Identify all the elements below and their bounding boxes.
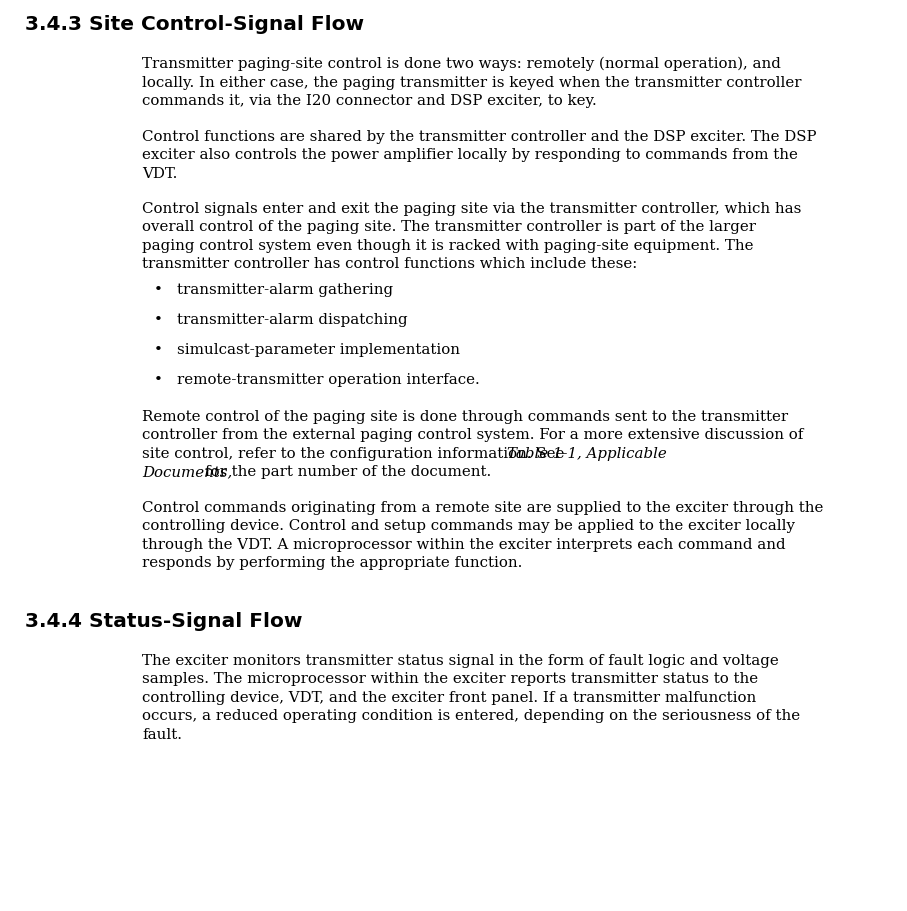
Text: locally. In either case, the paging transmitter is keyed when the transmitter co: locally. In either case, the paging tran…: [142, 76, 802, 89]
Text: controlling device. Control and setup commands may be applied to the exciter loc: controlling device. Control and setup co…: [142, 518, 795, 533]
Text: paging control system even though it is racked with paging-site equipment. The: paging control system even though it is …: [142, 239, 754, 252]
Text: 3.4.4 Status-Signal Flow: 3.4.4 Status-Signal Flow: [25, 611, 303, 630]
Text: Control functions are shared by the transmitter controller and the DSP exciter. : Control functions are shared by the tran…: [142, 129, 816, 143]
Text: Transmitter paging-site control is done two ways: remotely (normal operation), a: Transmitter paging-site control is done …: [142, 56, 781, 71]
Text: •: •: [154, 373, 163, 386]
Text: samples. The microprocessor within the exciter reports transmitter status to the: samples. The microprocessor within the e…: [142, 671, 758, 686]
Text: site control, refer to the configuration information. See: site control, refer to the configuration…: [142, 446, 569, 460]
Text: Control commands originating from a remote site are supplied to the exciter thro: Control commands originating from a remo…: [142, 500, 824, 514]
Text: •: •: [154, 312, 163, 326]
Text: controlling device, VDT, and the exciter front panel. If a transmitter malfuncti: controlling device, VDT, and the exciter…: [142, 691, 756, 704]
Text: responds by performing the appropriate function.: responds by performing the appropriate f…: [142, 556, 522, 569]
Text: overall control of the paging site. The transmitter controller is part of the la: overall control of the paging site. The …: [142, 220, 756, 234]
Text: for the part number of the document.: for the part number of the document.: [205, 465, 492, 478]
Text: occurs, a reduced operating condition is entered, depending on the seriousness o: occurs, a reduced operating condition is…: [142, 709, 800, 722]
Text: controller from the external paging control system. For a more extensive discuss: controller from the external paging cont…: [142, 427, 804, 442]
Text: transmitter-alarm gathering: transmitter-alarm gathering: [177, 282, 393, 296]
Text: transmitter-alarm dispatching: transmitter-alarm dispatching: [177, 312, 407, 326]
Text: The exciter monitors transmitter status signal in the form of fault logic and vo: The exciter monitors transmitter status …: [142, 653, 779, 667]
Text: Documents,: Documents,: [142, 465, 232, 478]
Text: exciter also controls the power amplifier locally by responding to commands from: exciter also controls the power amplifie…: [142, 148, 798, 162]
Text: simulcast-parameter implementation: simulcast-parameter implementation: [177, 343, 460, 356]
Text: Table 1-1, Applicable: Table 1-1, Applicable: [507, 446, 668, 460]
Text: Control signals enter and exit the paging site via the transmitter controller, w: Control signals enter and exit the pagin…: [142, 201, 802, 216]
Text: Remote control of the paging site is done through commands sent to the transmitt: Remote control of the paging site is don…: [142, 409, 788, 423]
Text: transmitter controller has control functions which include these:: transmitter controller has control funct…: [142, 257, 638, 271]
Text: remote-transmitter operation interface.: remote-transmitter operation interface.: [177, 373, 480, 386]
Text: •: •: [154, 282, 163, 296]
Text: VDT.: VDT.: [142, 167, 178, 180]
Text: fault.: fault.: [142, 727, 182, 742]
Text: 3.4.3 Site Control-Signal Flow: 3.4.3 Site Control-Signal Flow: [25, 15, 364, 34]
Text: through the VDT. A microprocessor within the exciter interprets each command and: through the VDT. A microprocessor within…: [142, 537, 785, 551]
Text: commands it, via the I20 connector and DSP exciter, to key.: commands it, via the I20 connector and D…: [142, 94, 597, 107]
Text: •: •: [154, 343, 163, 356]
